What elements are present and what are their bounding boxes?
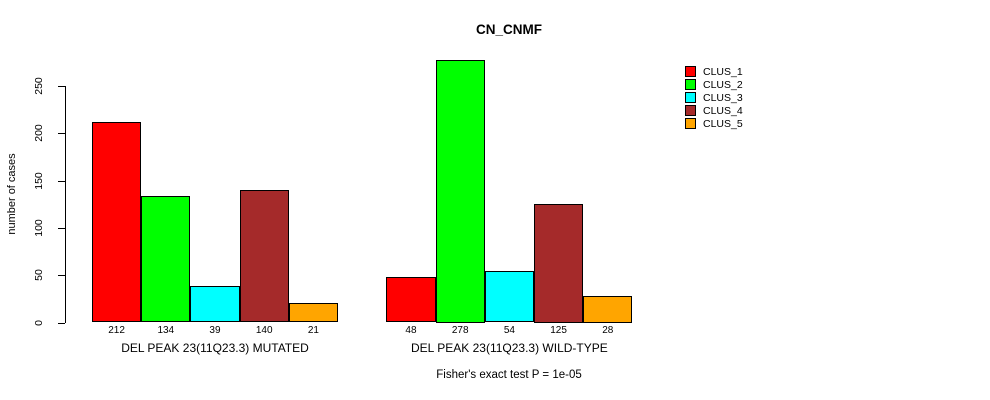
group-label-2: DEL PEAK 23(11Q23.3) WILD-TYPE — [411, 341, 608, 355]
legend-label-CLUS_2: CLUS_2 — [703, 78, 743, 91]
legend-item-CLUS_1: CLUS_1 — [685, 66, 743, 78]
legend-swatch-CLUS_5 — [685, 118, 696, 129]
y-axis-tick — [58, 133, 65, 135]
bar-value-CLUS_4-group1: 140 — [255, 325, 273, 336]
y-axis-tick — [58, 227, 65, 229]
y-axis-tick-label: 150 — [33, 171, 45, 190]
chart-title: CN_CNMF — [476, 22, 542, 37]
annotation-text: Fisher's exact test P = 1e-05 — [436, 369, 582, 381]
legend-item-CLUS_2: CLUS_2 — [685, 79, 743, 91]
legend-label-CLUS_1: CLUS_1 — [703, 65, 743, 78]
y-axis-tick — [58, 86, 65, 87]
y-axis-tick — [58, 180, 65, 182]
bar-CLUS_1-group2 — [386, 277, 436, 323]
bar-CLUS_3-group1 — [190, 285, 240, 323]
bar-value-CLUS_3-group2: 54 — [503, 325, 515, 336]
bar-CLUS_2-group2 — [435, 59, 485, 323]
bar-value-CLUS_3-group1: 39 — [209, 325, 221, 336]
group-label-1: DEL PEAK 23(11Q23.3) MUTATED — [121, 341, 309, 355]
bar-CLUS_5-group1 — [288, 302, 338, 323]
legend-swatch-CLUS_2 — [685, 79, 696, 90]
legend-item-CLUS_3: CLUS_3 — [685, 92, 743, 104]
bar-value-CLUS_2-group2: 278 — [451, 325, 469, 336]
y-axis-tick — [58, 322, 65, 324]
bar-value-CLUS_2-group1: 134 — [157, 325, 175, 336]
bar-CLUS_4-group2 — [534, 204, 584, 323]
y-axis-tick-label: 0 — [33, 319, 45, 326]
y-axis-tick — [58, 275, 65, 277]
bar-value-CLUS_4-group2: 125 — [550, 325, 567, 336]
y-axis-tick-label: 250 — [33, 77, 45, 95]
legend-label-CLUS_3: CLUS_3 — [703, 91, 743, 104]
legend-label-CLUS_4: CLUS_4 — [703, 104, 743, 117]
y-axis-tick-label: 200 — [33, 124, 45, 143]
bar-CLUS_1-group1 — [92, 121, 142, 323]
legend-swatch-CLUS_1 — [685, 66, 696, 77]
bar-value-CLUS_5-group2: 28 — [602, 325, 614, 336]
bar-CLUS_3-group2 — [484, 271, 534, 323]
bar-value-CLUS_1-group1: 212 — [108, 325, 125, 336]
bar-CLUS_5-group2 — [583, 296, 633, 323]
bar-CLUS_2-group1 — [141, 195, 191, 323]
legend-item-CLUS_4: CLUS_4 — [685, 105, 743, 117]
y-axis-line — [65, 86, 66, 323]
y-axis-tick-label: 50 — [33, 269, 45, 282]
legend-swatch-CLUS_3 — [685, 92, 696, 103]
legend-label-CLUS_5: CLUS_5 — [703, 117, 743, 130]
y-axis-label: number of cases — [6, 153, 18, 235]
bar-value-CLUS_5-group1: 21 — [307, 325, 319, 336]
bar-value-CLUS_1-group2: 48 — [405, 325, 417, 336]
bar-CLUS_4-group1 — [239, 190, 289, 323]
legend-swatch-CLUS_4 — [685, 105, 696, 116]
legend-item-CLUS_5: CLUS_5 — [685, 118, 743, 130]
y-axis-tick-label: 100 — [33, 219, 45, 237]
